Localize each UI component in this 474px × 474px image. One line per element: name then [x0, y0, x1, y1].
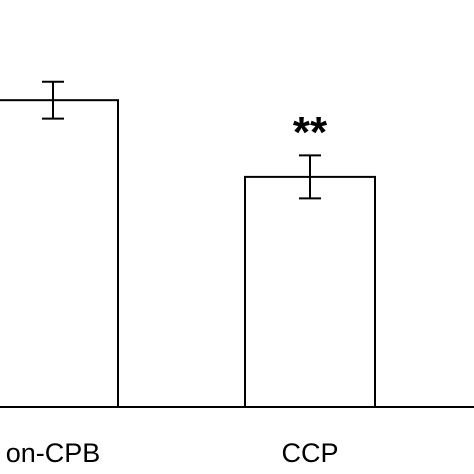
bar — [0, 99, 119, 408]
significance-label: ** — [293, 108, 328, 157]
bar — [244, 175, 376, 408]
x-tick-label: on-CPB — [6, 438, 101, 468]
x-tick-label: CCP — [281, 438, 338, 468]
